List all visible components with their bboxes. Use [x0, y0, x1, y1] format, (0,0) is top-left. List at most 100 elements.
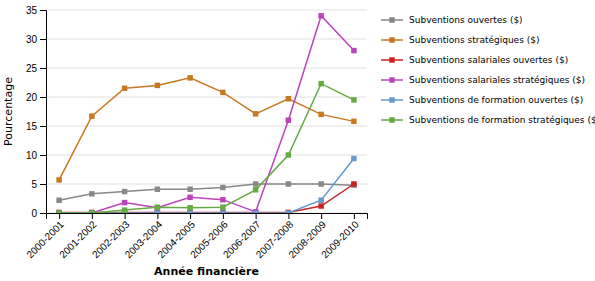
series-marker — [351, 156, 356, 161]
series-marker — [89, 210, 94, 213]
x-tick-mark — [288, 213, 289, 219]
legend: Subventions ouvertes ($)Subventions stra… — [381, 15, 595, 125]
series-marker — [187, 186, 192, 191]
series-marker — [220, 90, 225, 95]
y-tick-label: 35 — [26, 5, 38, 16]
series-marker — [253, 210, 258, 213]
y-tick: 20 — [26, 92, 46, 103]
series-line — [59, 16, 354, 213]
series-marker — [56, 210, 61, 213]
legend-label: Subventions salariales stratégiques ($) — [409, 75, 585, 85]
series-marker — [220, 185, 225, 190]
legend-label: Subventions salariales ouvertes ($) — [409, 55, 568, 65]
series-marker — [89, 210, 94, 213]
series-marker — [351, 48, 356, 53]
y-tick: 35 — [26, 5, 46, 16]
x-tick-label: 2009-2010 — [319, 218, 361, 260]
y-tick-mark — [40, 97, 46, 98]
y-tick: 5 — [31, 179, 46, 190]
legend-item: Subventions de formation stratégiques ($… — [381, 115, 595, 125]
series-marker — [253, 181, 258, 186]
grid-line — [46, 10, 367, 11]
x-tick-mark — [59, 213, 60, 219]
series-marker — [122, 200, 127, 205]
series-marker — [89, 191, 94, 196]
series-marker — [155, 204, 160, 209]
series-marker — [286, 96, 291, 101]
marks — [56, 13, 356, 213]
series-marker — [155, 186, 160, 191]
grid-line — [46, 97, 367, 98]
x-tick-mark — [354, 213, 355, 219]
x-tick-mark — [321, 213, 322, 219]
x-tick-mark — [125, 213, 126, 219]
series-marker — [220, 197, 225, 202]
series-marker — [56, 210, 61, 213]
y-tick: 15 — [26, 121, 46, 132]
series-marker — [286, 181, 291, 186]
y-axis: 0 5 10 15 20 25 30 35 — [26, 5, 47, 219]
series-marker — [253, 187, 258, 192]
series-marker — [220, 210, 225, 213]
y-tick-label: 30 — [26, 34, 38, 45]
y-tick-mark — [40, 184, 46, 185]
x-axis-title: Année financière — [154, 265, 259, 278]
grid — [46, 10, 367, 213]
y-tick-label: 20 — [26, 92, 38, 103]
y-tick-label: 15 — [26, 121, 38, 132]
x-tick-mark — [223, 213, 224, 219]
series-marker — [253, 210, 258, 213]
y-tick-label: 5 — [31, 179, 37, 190]
series-marker — [318, 198, 323, 203]
series-marker — [318, 13, 323, 18]
legend-swatch-marker — [389, 57, 394, 62]
series-marker — [351, 181, 356, 186]
series-line — [59, 158, 354, 213]
grid-line — [46, 155, 367, 156]
grid-line — [46, 39, 367, 40]
series-marker — [286, 117, 291, 122]
series-marker — [155, 83, 160, 88]
chart: 051015202530352000-20012001-20022002-200… — [0, 0, 595, 281]
series-marker — [89, 210, 94, 213]
x-tick-mark — [157, 213, 158, 219]
x-tick-mark — [92, 213, 93, 219]
y-tick-mark — [40, 68, 46, 69]
series-marker — [286, 210, 291, 213]
series-marker — [220, 210, 225, 213]
series-marker — [56, 210, 61, 213]
series-marker — [56, 177, 61, 182]
series-marker — [318, 112, 323, 117]
y-tick-mark — [40, 213, 46, 214]
y-tick-label: 10 — [26, 150, 38, 161]
x-tick-mark — [190, 213, 191, 219]
legend-label: Subventions de formation ouvertes ($) — [409, 95, 583, 105]
series-marker — [351, 97, 356, 102]
y-tick-mark — [40, 126, 46, 127]
y-tick-label: 25 — [26, 63, 38, 74]
plot-area: 051015202530352000-20012001-20022002-200… — [24, 5, 367, 261]
series-marker — [286, 152, 291, 157]
x-tick: 2009-2010 — [319, 213, 361, 260]
series-marker — [318, 81, 323, 86]
series-marker — [351, 119, 356, 124]
series-line — [59, 78, 354, 180]
series-marker — [89, 113, 94, 118]
series-marker — [89, 210, 94, 213]
y-tick: 25 — [26, 63, 46, 74]
series-marker — [253, 111, 258, 116]
legend-swatch-marker — [389, 77, 394, 82]
legend-swatch-marker — [389, 17, 394, 22]
series-marker — [318, 181, 323, 186]
series-marker — [56, 210, 61, 213]
series-marker — [318, 203, 323, 208]
legend-label: Subventions de formation stratégiques ($… — [409, 115, 595, 125]
series-marker — [187, 205, 192, 210]
y-axis-line — [40, 11, 47, 214]
y-axis-title: Pourcentage — [2, 77, 15, 146]
grid-line — [46, 68, 367, 69]
y-tick-mark — [40, 155, 46, 156]
series-marker — [220, 204, 225, 209]
series-marker — [122, 207, 127, 212]
y-tick-label: 0 — [31, 208, 37, 219]
